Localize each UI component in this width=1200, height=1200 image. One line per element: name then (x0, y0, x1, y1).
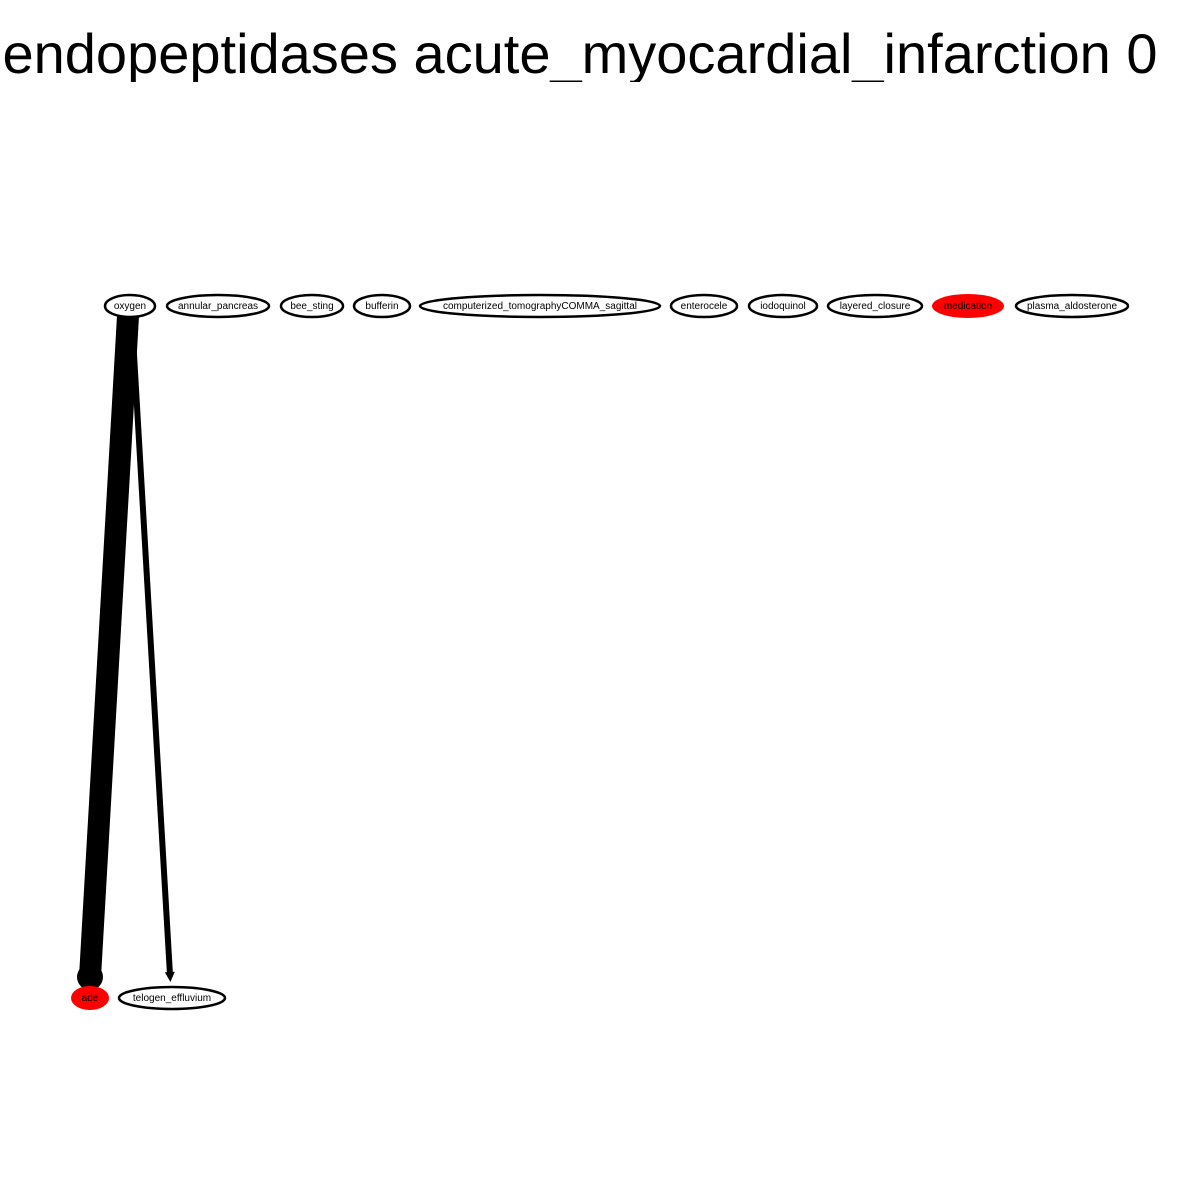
node-label: plasma_aldosterone (1027, 301, 1117, 312)
node-label: oxygen (114, 301, 146, 312)
node-label: telogen_effluvium (133, 993, 211, 1004)
edge-oxygen-to-ade (77, 305, 139, 990)
node-label: annular_pancreas (178, 301, 258, 312)
node-shape (418, 293, 662, 319)
node-shape (165, 293, 271, 319)
node-bufferin: bufferin (352, 293, 412, 319)
node-label: bee_sting (290, 301, 333, 312)
node-iodoquinol: iodoquinol (747, 293, 819, 319)
node-ade: ade (71, 986, 109, 1010)
node-enterocele: enterocele (669, 293, 739, 319)
node-layer: oxygen annular_pancreas bee_sting bufferin c… (71, 293, 1130, 1011)
node-label: layered_closure (840, 301, 911, 312)
node-shape (103, 293, 157, 319)
edge-layer (77, 305, 175, 990)
node-shape (826, 293, 924, 319)
node-computerized-tomographycomma-sagittal: computerized_tomographyCOMMA_sagittal (418, 293, 662, 319)
node-label: medication (944, 301, 992, 312)
node-shape (117, 985, 227, 1011)
edge-line (79, 305, 139, 988)
node-annular-pancreas: annular_pancreas (165, 293, 271, 319)
node-label: computerized_tomographyCOMMA_sagittal (443, 301, 637, 312)
node-shape (932, 294, 1004, 318)
node-shape (1014, 293, 1130, 319)
node-shape (669, 293, 739, 319)
node-label: iodoquinol (760, 301, 806, 312)
node-shape (71, 986, 109, 1010)
graph-title-text: endopeptidases acute_myocardial_infarcti… (2, 26, 1158, 82)
graph-title: endopeptidases acute_myocardial_infarcti… (0, 26, 1200, 82)
node-plasma-aldosterone: plasma_aldosterone (1014, 293, 1130, 319)
node-shape (352, 293, 412, 319)
edge-line (129, 317, 173, 978)
node-label: enterocele (681, 301, 728, 312)
node-label: bufferin (365, 301, 398, 312)
edge-arrowhead (164, 971, 175, 982)
node-bee-sting: bee_sting (279, 293, 345, 319)
node-medication: medication (932, 294, 1004, 318)
node-shape (747, 293, 819, 319)
node-shape (279, 293, 345, 319)
node-telogen-effluvium: telogen_effluvium (117, 985, 227, 1011)
node-layered-closure: layered_closure (826, 293, 924, 319)
node-label: ade (82, 993, 99, 1004)
edge-oxygen-to-telogen-effluvium (129, 317, 175, 982)
edge-arrowhead (77, 964, 103, 990)
node-oxygen: oxygen (103, 293, 157, 319)
